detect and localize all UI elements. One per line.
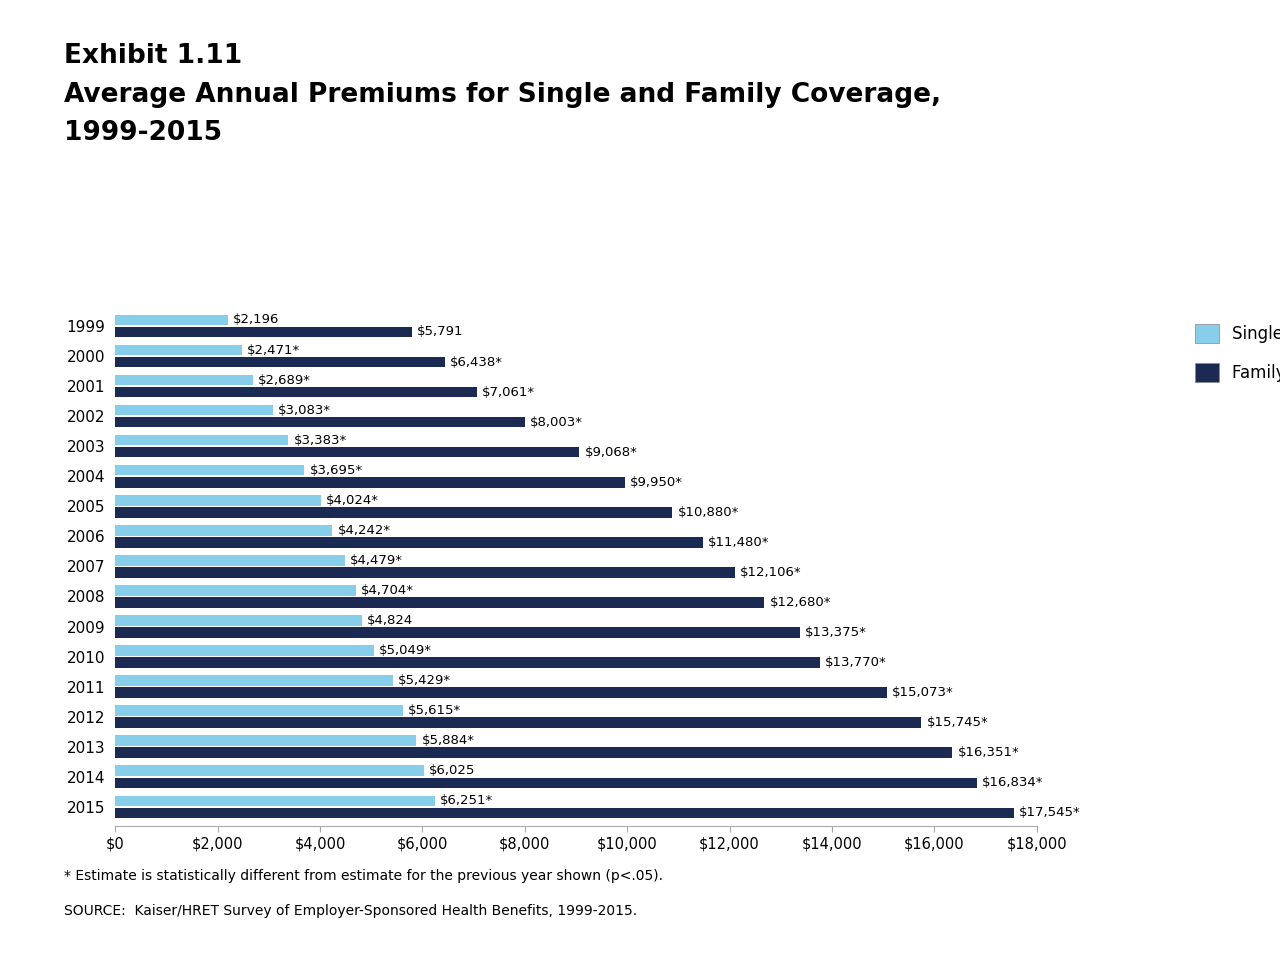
Text: THE HENRY J.: THE HENRY J.	[1148, 865, 1199, 875]
Text: $2,471*: $2,471*	[247, 344, 300, 356]
Bar	[115, 735, 416, 746]
Text: Average Annual Premiums for Single and Family Coverage,: Average Annual Premiums for Single and F…	[64, 82, 941, 108]
Text: $12,106*: $12,106*	[740, 565, 801, 579]
Bar	[115, 687, 887, 698]
Text: $6,251*: $6,251*	[440, 794, 494, 807]
Text: 1999-2015: 1999-2015	[64, 120, 223, 146]
Bar	[115, 495, 321, 506]
Bar	[115, 345, 242, 355]
Text: $3,383*: $3,383*	[293, 434, 347, 446]
Bar	[115, 326, 412, 337]
Text: $13,770*: $13,770*	[826, 656, 887, 669]
Bar	[115, 477, 625, 488]
Bar	[115, 748, 952, 758]
Bar	[115, 627, 800, 637]
Text: KAISER: KAISER	[1139, 881, 1208, 899]
Text: FAMILY: FAMILY	[1142, 900, 1206, 917]
Bar	[115, 405, 273, 416]
Bar	[115, 525, 333, 536]
Bar	[115, 807, 1014, 818]
Text: $6,438*: $6,438*	[451, 355, 503, 369]
Text: * Estimate is statistically different from estimate for the previous year shown : * Estimate is statistically different fr…	[64, 869, 663, 883]
Text: $4,024*: $4,024*	[326, 493, 379, 507]
Text: $16,351*: $16,351*	[957, 746, 1019, 759]
Bar	[115, 778, 977, 788]
Bar	[115, 706, 403, 716]
Text: $2,196: $2,196	[233, 314, 279, 326]
Bar	[115, 597, 764, 608]
Text: $3,695*: $3,695*	[310, 464, 362, 477]
Text: $4,479*: $4,479*	[349, 554, 403, 567]
Bar	[115, 615, 362, 626]
Text: $5,049*: $5,049*	[379, 644, 431, 657]
Text: $12,680*: $12,680*	[769, 596, 831, 609]
Bar	[115, 586, 356, 596]
Text: $4,704*: $4,704*	[361, 584, 415, 597]
Text: $2,689*: $2,689*	[259, 373, 311, 387]
Text: $7,061*: $7,061*	[481, 386, 535, 398]
Text: $5,615*: $5,615*	[408, 704, 461, 717]
Text: Exhibit 1.11: Exhibit 1.11	[64, 43, 242, 69]
Bar	[115, 567, 735, 578]
Bar	[115, 645, 374, 656]
Text: $15,073*: $15,073*	[892, 686, 954, 699]
Text: $4,242*: $4,242*	[338, 524, 390, 537]
Bar	[115, 796, 435, 806]
Bar	[115, 555, 344, 565]
Bar	[115, 387, 476, 397]
Bar	[115, 658, 820, 668]
Text: $5,884*: $5,884*	[421, 734, 475, 747]
Text: $16,834*: $16,834*	[982, 777, 1043, 789]
Bar	[115, 374, 253, 385]
Text: $5,791: $5,791	[417, 325, 463, 339]
Bar	[115, 675, 393, 685]
Bar	[115, 357, 445, 368]
Text: $9,950*: $9,950*	[630, 476, 682, 489]
Text: $5,429*: $5,429*	[398, 674, 452, 687]
Text: $6,025: $6,025	[429, 764, 475, 778]
Text: $17,545*: $17,545*	[1019, 806, 1080, 819]
Text: $15,745*: $15,745*	[927, 716, 988, 730]
Text: SOURCE:  Kaiser/HRET Survey of Employer-Sponsored Health Benefits, 1999-2015.: SOURCE: Kaiser/HRET Survey of Employer-S…	[64, 904, 637, 919]
Bar	[115, 465, 305, 475]
Text: $13,375*: $13,375*	[805, 626, 867, 639]
Text: $9,068*: $9,068*	[585, 445, 637, 459]
Text: FOUNDATION: FOUNDATION	[1140, 923, 1207, 932]
Text: $4,824: $4,824	[367, 614, 413, 627]
Bar	[115, 447, 580, 458]
Bar	[115, 507, 672, 517]
Text: $10,880*: $10,880*	[677, 506, 739, 518]
Legend: Single Coverage, Family Coverage: Single Coverage, Family Coverage	[1187, 316, 1280, 391]
Text: $8,003*: $8,003*	[530, 416, 584, 429]
Text: $11,480*: $11,480*	[708, 536, 769, 549]
Bar	[115, 537, 703, 547]
Bar	[115, 765, 424, 776]
Text: $3,083*: $3,083*	[278, 403, 332, 417]
Bar	[115, 315, 228, 325]
Bar	[115, 417, 525, 427]
Bar	[115, 435, 288, 445]
Bar	[115, 717, 922, 728]
